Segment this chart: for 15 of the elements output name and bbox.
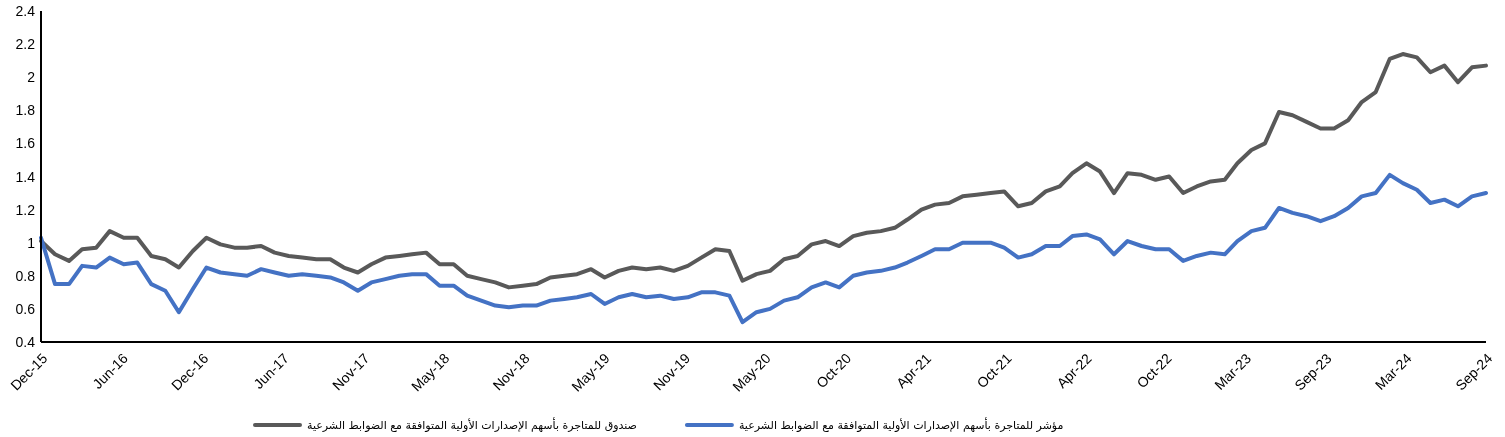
y-tick-label: 0.6 [15, 300, 36, 317]
y-tick-label: 1.8 [15, 102, 36, 119]
legend-label: مؤشر للمتاجرة بأسهم الإصدارات الأولية المتوافقة مع الضوابط الشرعية [738, 417, 1064, 432]
y-tick-label: 0.8 [15, 267, 36, 284]
line-series [39, 172, 1488, 325]
line-series [39, 52, 1488, 290]
y-tick-label: 2 [27, 69, 36, 86]
y-tick-label: 1 [27, 234, 36, 251]
y-tick-label: 0.4 [15, 334, 36, 350]
legend-label: صندوق للمتاجرة بأسهم الإصدارات الأولية المتوافقة مع الضوابط الشرعية [307, 417, 637, 432]
y-tick-label: 1.6 [15, 135, 36, 152]
y-tick-label: 1.2 [15, 201, 36, 218]
y-tick-label: 2.4 [15, 3, 36, 19]
y-tick-label: 1.4 [15, 168, 36, 185]
y-tick-label: 2.2 [15, 36, 36, 53]
